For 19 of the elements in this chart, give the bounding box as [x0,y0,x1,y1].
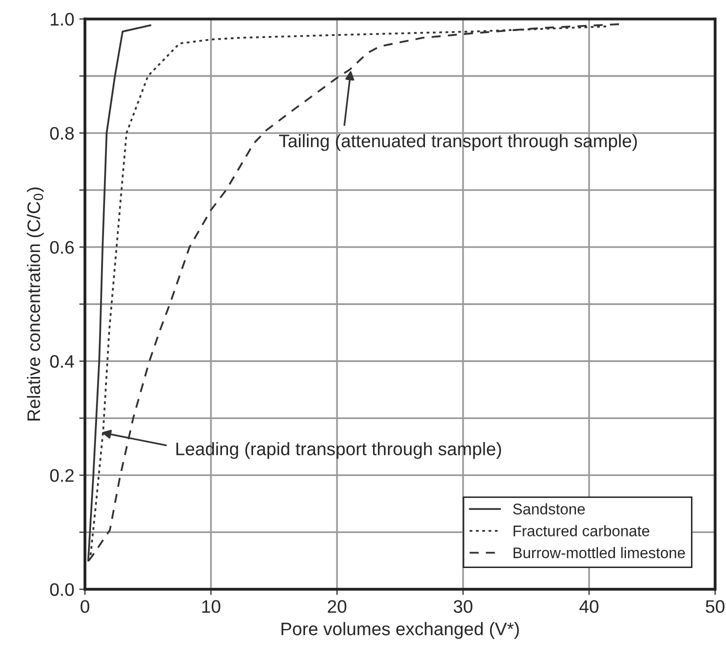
annotation: Tailing (attenuated transport through sample) [279,134,637,151]
x-tick-label: 50 [706,600,724,613]
legend-label: Burrow-mottled limestone [514,547,685,558]
y-tick-label: 0.2 [50,469,74,482]
y-tick-label: 0.6 [50,241,74,254]
y-tick-label: 0.4 [50,355,74,368]
x-tick-label: 10 [202,600,220,613]
y-tick-label: 0.8 [50,126,74,140]
y-axis-title: Relative concentration (C/C$_{0}$) [26,188,44,420]
x-tick-label: 40 [579,600,598,613]
x-tick-label: 0 [80,600,90,613]
legend-label: Sandstone [513,503,585,514]
y-tick-label: 1.0 [50,12,74,26]
x-tick-label: 30 [454,600,472,613]
legend-label: Fractured carbonate [514,525,650,536]
y-tick-label: 0.0 [50,583,74,596]
x-tick-label: 20 [328,600,346,613]
annotation: Leading (rapid transport through sample) [176,442,502,459]
x-axis-title: Pore volumes exchanged (V*) [282,622,519,639]
